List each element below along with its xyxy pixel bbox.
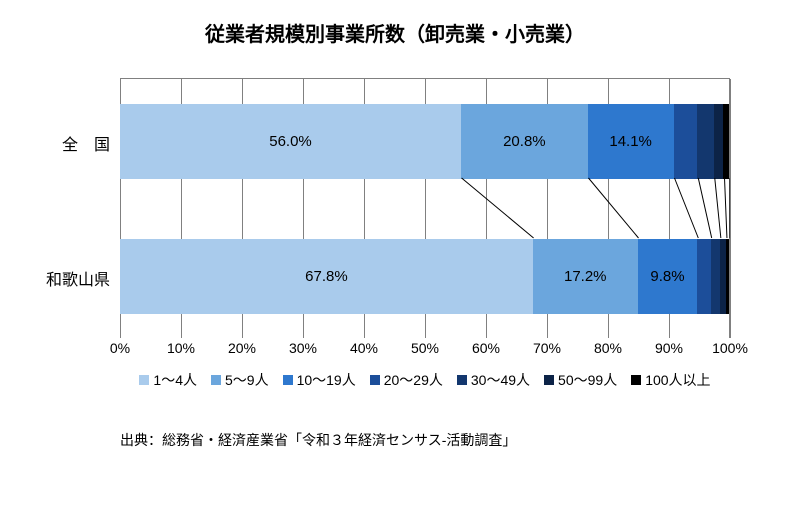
x-tick-label: 90% xyxy=(655,340,683,356)
legend-label: 5～9人 xyxy=(225,370,269,390)
plot-area: 56.0%20.8%14.1% 67.8%17.2%9.8% xyxy=(120,78,730,338)
bar-segment xyxy=(714,104,724,179)
chart-title: 従業者規模別事業所数（卸売業・小売業） xyxy=(0,0,790,47)
bar-segment xyxy=(711,239,720,314)
bar-segment xyxy=(723,104,728,179)
legend-swatch xyxy=(211,375,221,385)
bar-row: 67.8%17.2%9.8% xyxy=(120,239,729,314)
legend-item: 20～29人 xyxy=(370,370,443,390)
legend-label: 10～19人 xyxy=(297,370,356,390)
y-category-label: 全 国 xyxy=(10,131,110,155)
bar-segment: 17.2% xyxy=(533,239,638,314)
y-category-label: 和歌山県 xyxy=(10,266,110,290)
x-tick-label: 100% xyxy=(712,340,748,356)
legend-item: 10～19人 xyxy=(283,370,356,390)
bar-segment: 67.8% xyxy=(120,239,533,314)
x-tick-label: 0% xyxy=(110,340,130,356)
x-tick-label: 80% xyxy=(594,340,622,356)
legend-label: 20～29人 xyxy=(384,370,443,390)
bar-segment: 14.1% xyxy=(588,104,674,179)
legend-label: 50～99人 xyxy=(558,370,617,390)
legend-swatch xyxy=(631,375,641,385)
legend-item: 50～99人 xyxy=(544,370,617,390)
legend-swatch xyxy=(370,375,380,385)
x-tick-label: 40% xyxy=(350,340,378,356)
legend-swatch xyxy=(457,375,467,385)
x-tick-label: 20% xyxy=(228,340,256,356)
bar-segment xyxy=(674,104,698,179)
bar-row: 56.0%20.8%14.1% xyxy=(120,104,729,179)
legend-item: 1～4人 xyxy=(139,370,197,390)
bar-segment xyxy=(697,104,713,179)
legend-swatch xyxy=(544,375,554,385)
x-tick-label: 30% xyxy=(289,340,317,356)
x-tick-label: 60% xyxy=(472,340,500,356)
x-tick-label: 50% xyxy=(411,340,439,356)
legend-label: 100人以上 xyxy=(645,370,710,390)
legend-label: 30～49人 xyxy=(471,370,530,390)
legend-swatch xyxy=(139,375,149,385)
source-citation: 出典：総務省・経済産業省「令和３年経済センサス-活動調査」 xyxy=(120,430,516,450)
bar-segment: 20.8% xyxy=(461,104,588,179)
legend-swatch xyxy=(283,375,293,385)
bar-segment: 9.8% xyxy=(638,239,698,314)
bar-segment xyxy=(697,239,710,314)
bar-segment xyxy=(726,239,729,314)
bar-segment: 56.0% xyxy=(120,104,461,179)
legend-label: 1～4人 xyxy=(153,370,197,390)
gridline xyxy=(730,79,731,338)
legend: 1～4人 5～9人 10～19人 20～29人 30～49人 50～99人 100人以上 xyxy=(120,370,730,390)
x-tick-label: 70% xyxy=(533,340,561,356)
x-tick-label: 10% xyxy=(167,340,195,356)
legend-item: 100人以上 xyxy=(631,370,710,390)
legend-item: 30～49人 xyxy=(457,370,530,390)
legend-item: 5～9人 xyxy=(211,370,269,390)
